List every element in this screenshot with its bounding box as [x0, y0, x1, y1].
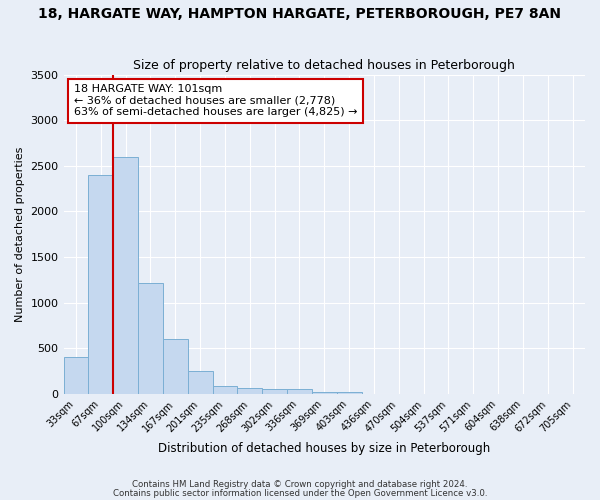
Text: Contains public sector information licensed under the Open Government Licence v3: Contains public sector information licen…	[113, 489, 487, 498]
Text: Contains HM Land Registry data © Crown copyright and database right 2024.: Contains HM Land Registry data © Crown c…	[132, 480, 468, 489]
Text: 18 HARGATE WAY: 101sqm
← 36% of detached houses are smaller (2,778)
63% of semi-: 18 HARGATE WAY: 101sqm ← 36% of detached…	[74, 84, 358, 117]
Bar	[188, 371, 212, 394]
Bar	[64, 358, 88, 394]
Bar	[88, 175, 113, 394]
Bar	[238, 388, 262, 394]
Title: Size of property relative to detached houses in Peterborough: Size of property relative to detached ho…	[133, 59, 515, 72]
Y-axis label: Number of detached properties: Number of detached properties	[15, 146, 25, 322]
Bar	[287, 390, 312, 394]
Bar	[163, 339, 188, 394]
Bar	[262, 389, 287, 394]
Bar	[212, 386, 238, 394]
Text: 18, HARGATE WAY, HAMPTON HARGATE, PETERBOROUGH, PE7 8AN: 18, HARGATE WAY, HAMPTON HARGATE, PETERB…	[38, 8, 562, 22]
Bar	[138, 282, 163, 394]
Bar	[312, 392, 337, 394]
Bar	[337, 392, 362, 394]
X-axis label: Distribution of detached houses by size in Peterborough: Distribution of detached houses by size …	[158, 442, 490, 455]
Bar	[113, 156, 138, 394]
